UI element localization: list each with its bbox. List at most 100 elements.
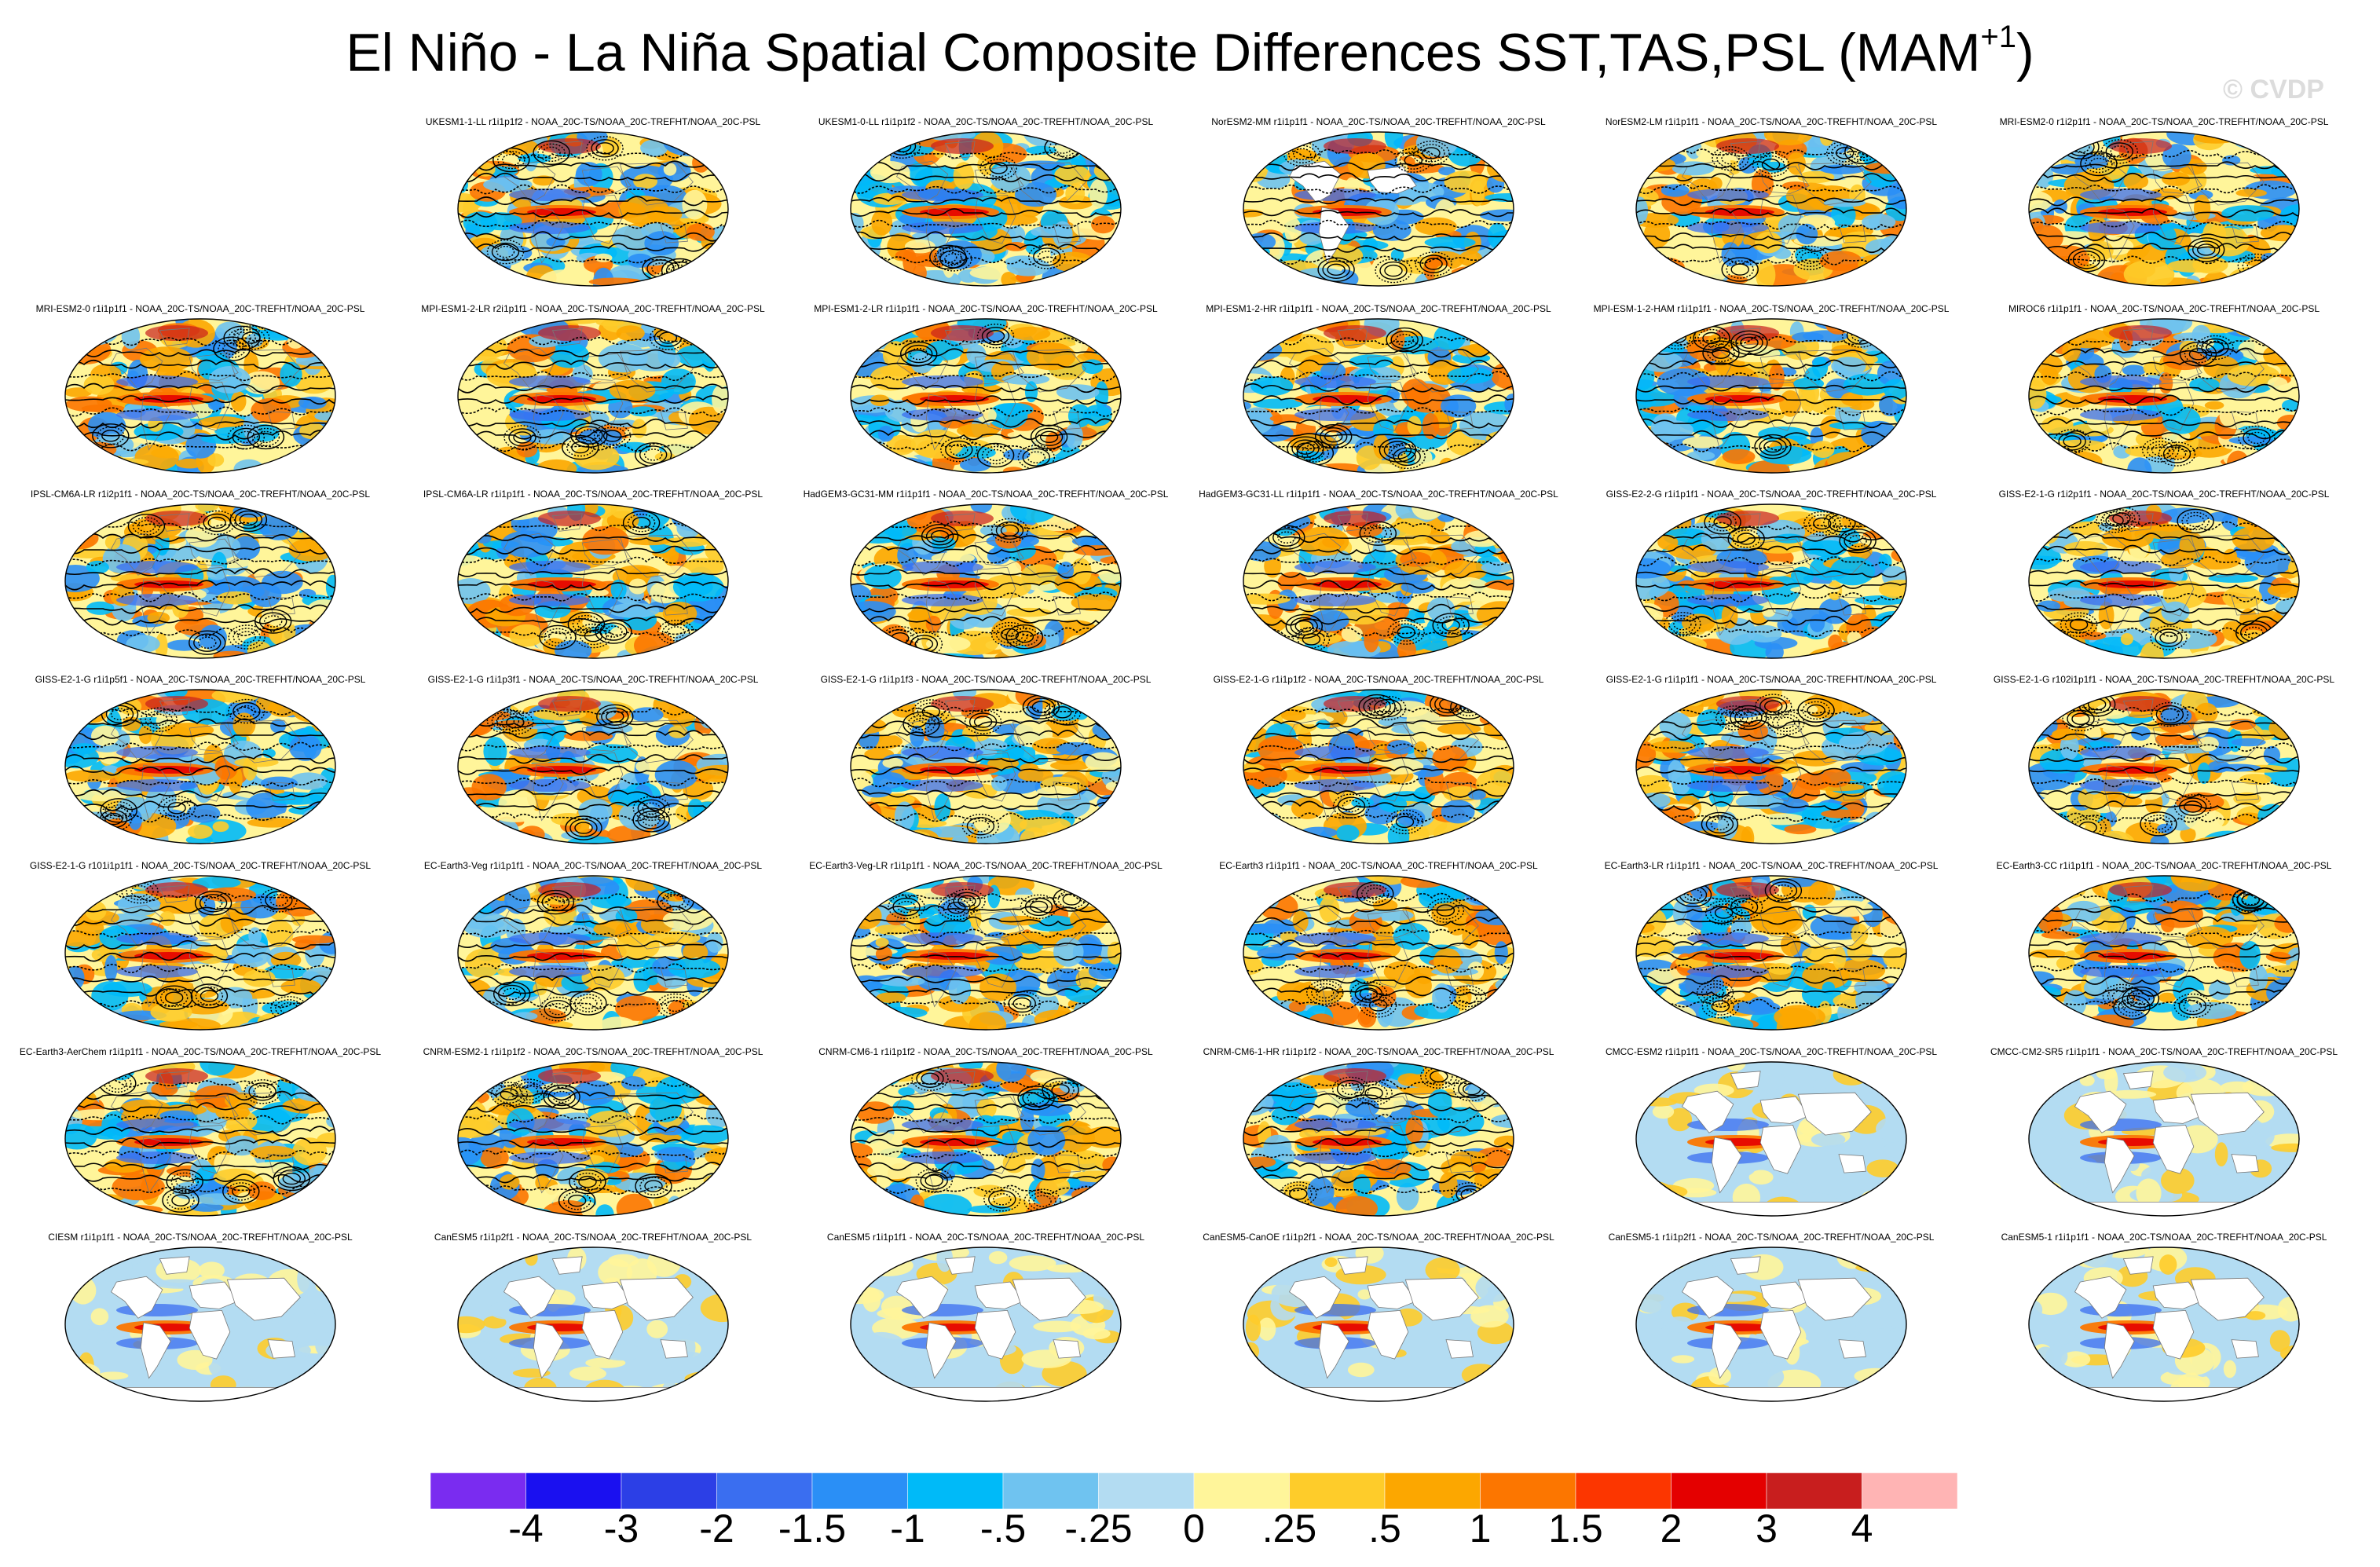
map-outline xyxy=(1243,318,1514,474)
panel-title: CanESM5 r1i1p1f1 - NOAA_20C-TS/NOAA_20C-… xyxy=(826,1232,1145,1243)
panel-title: NorESM2-LM r1i1p1f1 - NOAA_20C-TS/NOAA_2… xyxy=(1605,116,1938,127)
panel-title: EC-Earth3-Veg r1i1p1f1 - NOAA_20C-TS/NOA… xyxy=(423,860,763,871)
watermark: © CVDP xyxy=(2223,75,2324,104)
panel-title: MRI-ESM2-0 r1i2p1f1 - NOAA_20C-TS/NOAA_2… xyxy=(1999,116,2329,127)
colorbar-tick-label: 1.5 xyxy=(1548,1507,1603,1551)
map-panel: MIROC6 r1i1p1f1 - NOAA_20C-TS/NOAA_20C-T… xyxy=(1968,303,2360,480)
map-outline xyxy=(457,503,729,659)
globe-map xyxy=(1635,875,1907,1031)
globe-map xyxy=(64,1061,336,1217)
globe-map xyxy=(850,318,1122,474)
globe-map xyxy=(64,875,336,1031)
map-panel: MPI-ESM1-2-HR r1i1p1f1 - NOAA_20C-TS/NOA… xyxy=(1182,303,1575,480)
colorbar-tick-label: .5 xyxy=(1368,1507,1401,1551)
figure-title-close: ) xyxy=(2016,23,2034,82)
map-outline xyxy=(2028,1247,2300,1402)
globe-map xyxy=(2028,875,2300,1031)
panel-title: EC-Earth3-AerChem r1i1p1f1 - NOAA_20C-TS… xyxy=(19,1046,382,1057)
globe-map xyxy=(1635,1247,1907,1402)
map-outline xyxy=(64,875,336,1031)
panel-title: GISS-E2-1-G r102i1p1f1 - NOAA_20C-TS/NOA… xyxy=(1993,674,2335,685)
map-panel: EC-Earth3-LR r1i1p1f1 - NOAA_20C-TS/NOAA… xyxy=(1575,860,1968,1037)
globe-map xyxy=(1243,318,1514,474)
globe-map xyxy=(2028,1061,2300,1217)
panel-title: HadGEM3-GC31-MM r1i1p1f1 - NOAA_20C-TS/N… xyxy=(803,489,1169,500)
colorbar-tick-label: 2 xyxy=(1660,1507,1682,1551)
map-panel: CNRM-ESM2-1 r1i1p1f2 - NOAA_20C-TS/NOAA_… xyxy=(397,1046,789,1223)
map-outline xyxy=(1243,503,1514,659)
panel-title: GISS-E2-1-G r1i1p1f1 - NOAA_20C-TS/NOAA_… xyxy=(1606,674,1937,685)
panel-title: GISS-E2-1-G r1i1p3f1 - NOAA_20C-TS/NOAA_… xyxy=(427,674,759,685)
colorbar-swatch xyxy=(430,1472,526,1510)
globe-map xyxy=(1243,689,1514,844)
map-outline xyxy=(850,875,1122,1031)
map-panel: GISS-E2-1-G r101i1p1f1 - NOAA_20C-TS/NOA… xyxy=(4,860,397,1037)
map-panel: MPI-ESM-1-2-HAM r1i1p1f1 - NOAA_20C-TS/N… xyxy=(1575,303,1968,480)
map-outline xyxy=(850,1247,1122,1402)
map-outline xyxy=(457,875,729,1031)
colorbar-swatch xyxy=(1098,1472,1195,1510)
map-panel: GISS-E2-1-G r1i1p5f1 - NOAA_20C-TS/NOAA_… xyxy=(4,674,397,851)
globe-map xyxy=(457,131,729,287)
map-panel: IPSL-CM6A-LR r1i1p1f1 - NOAA_20C-TS/NOAA… xyxy=(397,489,789,665)
figure-title: El Niño - La Niña Spatial Composite Diff… xyxy=(0,20,2380,83)
colorbar-tick-label: -4 xyxy=(508,1507,544,1551)
map-outline xyxy=(64,1061,336,1217)
globe-map xyxy=(457,1247,729,1402)
map-panel: MRI-ESM2-0 r1i2p1f1 - NOAA_20C-TS/NOAA_2… xyxy=(1968,116,2360,293)
globe-map xyxy=(2028,689,2300,844)
map-outline xyxy=(1243,1061,1514,1217)
map-panel: MPI-ESM1-2-LR r1i1p1f1 - NOAA_20C-TS/NOA… xyxy=(789,303,1182,480)
map-outline xyxy=(457,1247,729,1402)
map-outline xyxy=(850,131,1122,287)
map-outline xyxy=(1243,875,1514,1031)
panel-title: MPI-ESM1-2-HR r1i1p1f1 - NOAA_20C-TS/NOA… xyxy=(1206,303,1551,314)
map-panel: GISS-E2-1-G r1i1p1f3 - NOAA_20C-TS/NOAA_… xyxy=(789,674,1182,851)
colorbar-swatch xyxy=(525,1472,622,1510)
map-outline xyxy=(2028,1061,2300,1217)
globe-map xyxy=(1243,1247,1514,1402)
map-panel: CMCC-ESM2 r1i1p1f1 - NOAA_20C-TS/NOAA_20… xyxy=(1575,1046,1968,1223)
panel-title: MIROC6 r1i1p1f1 - NOAA_20C-TS/NOAA_20C-T… xyxy=(2008,303,2320,314)
globe-map xyxy=(1635,1061,1907,1217)
colorbar-swatch xyxy=(1671,1472,1767,1510)
globe-map xyxy=(850,689,1122,844)
panel-title: GISS-E2-1-G r1i1p1f3 - NOAA_20C-TS/NOAA_… xyxy=(820,674,1152,685)
globe-map xyxy=(2028,318,2300,474)
map-panel: CMCC-CM2-SR5 r1i1p1f1 - NOAA_20C-TS/NOAA… xyxy=(1968,1046,2360,1223)
map-panel: GISS-E2-1-G r102i1p1f1 - NOAA_20C-TS/NOA… xyxy=(1968,674,2360,851)
colorbar-swatch xyxy=(811,1472,908,1510)
map-panel: HadGEM3-GC31-LL r1i1p1f1 - NOAA_20C-TS/N… xyxy=(1182,489,1575,665)
colorbar-tick-label: -1.5 xyxy=(778,1507,847,1551)
map-panel: UKESM1-1-LL r1i1p1f2 - NOAA_20C-TS/NOAA_… xyxy=(397,116,789,293)
panel-title: CNRM-ESM2-1 r1i1p1f2 - NOAA_20C-TS/NOAA_… xyxy=(423,1046,763,1057)
map-outline xyxy=(1243,689,1514,844)
map-panel: EC-Earth3-Veg-LR r1i1p1f1 - NOAA_20C-TS/… xyxy=(789,860,1182,1037)
map-outline xyxy=(1635,318,1907,474)
panel-title: MPI-ESM-1-2-HAM r1i1p1f1 - NOAA_20C-TS/N… xyxy=(1593,303,1950,314)
figure-title-superscript: +1 xyxy=(1980,20,2017,55)
map-panel: CanESM5-1 r1i1p1f1 - NOAA_20C-TS/NOAA_20… xyxy=(1968,1232,2360,1408)
figure-title-text: El Niño - La Niña Spatial Composite Diff… xyxy=(346,23,1981,82)
map-panel-grid: UKESM1-1-LL r1i1p1f2 - NOAA_20C-TS/NOAA_… xyxy=(4,116,2360,1408)
map-panel: CIESM r1i1p1f1 - NOAA_20C-TS/NOAA_20C-TR… xyxy=(4,1232,397,1408)
colorbar-tick-label: -.5 xyxy=(979,1507,1027,1551)
panel-title: CanESM5-1 r1i1p2f1 - NOAA_20C-TS/NOAA_20… xyxy=(1608,1232,1935,1243)
colorbar-swatch xyxy=(1575,1472,1671,1510)
panel-title: EC-Earth3 r1i1p1f1 - NOAA_20C-TS/NOAA_20… xyxy=(1219,860,1538,871)
colorbar-tick-label: -3 xyxy=(603,1507,639,1551)
map-outline xyxy=(850,689,1122,844)
map-outline xyxy=(850,1061,1122,1217)
panel-title: GISS-E2-1-G r1i1p5f1 - NOAA_20C-TS/NOAA_… xyxy=(35,674,366,685)
globe-map xyxy=(64,318,336,474)
colorbar-swatch xyxy=(1289,1472,1386,1510)
globe-map xyxy=(2028,1247,2300,1402)
map-outline xyxy=(64,318,336,474)
panel-title: CanESM5 r1i1p2f1 - NOAA_20C-TS/NOAA_20C-… xyxy=(434,1232,752,1243)
panel-title: CanESM5-CanOE r1i1p2f1 - NOAA_20C-TS/NOA… xyxy=(1203,1232,1554,1243)
panel-title: EC-Earth3-CC r1i1p1f1 - NOAA_20C-TS/NOAA… xyxy=(1996,860,2332,871)
map-outline xyxy=(64,503,336,659)
panel-title: CMCC-ESM2 r1i1p1f1 - NOAA_20C-TS/NOAA_20… xyxy=(1605,1046,1938,1057)
map-panel: CNRM-CM6-1 r1i1p1f2 - NOAA_20C-TS/NOAA_2… xyxy=(789,1046,1182,1223)
panel-title: CNRM-CM6-1 r1i1p1f2 - NOAA_20C-TS/NOAA_2… xyxy=(818,1046,1153,1057)
